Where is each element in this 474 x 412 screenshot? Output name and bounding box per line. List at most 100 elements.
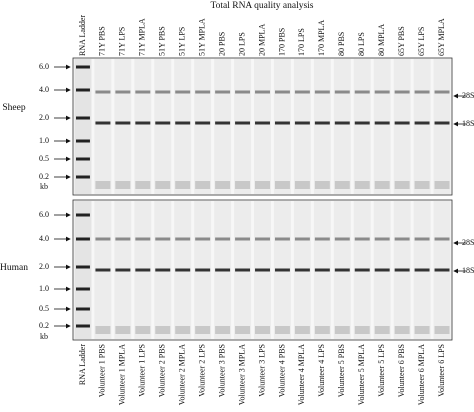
lane	[313, 59, 331, 194]
lane-label: Volunteer 5 PBS	[337, 344, 346, 397]
lane-label: Volunteer 4 LPS	[317, 344, 326, 397]
low-mw-smear	[175, 181, 191, 189]
low-mw-smear	[414, 181, 430, 189]
low-mw-smear	[235, 326, 251, 334]
ladder-size-label: 1.0	[39, 284, 49, 293]
lane	[254, 59, 271, 194]
rrna-marker-label: 28S	[462, 238, 474, 247]
lane	[74, 201, 92, 339]
lane-label: 80 MPLA	[377, 24, 386, 56]
ladder-size-label: 0.5	[39, 304, 49, 313]
rrna-28s-band	[314, 90, 330, 94]
lane-label: 20 LPS	[237, 32, 246, 56]
lane-label: 51Y PBS	[158, 26, 167, 56]
lane	[154, 59, 172, 194]
ladder-band	[76, 139, 90, 143]
lane-label: Volunteer 1 MPLA	[118, 344, 127, 405]
lane-label: 51Y LPS	[178, 27, 187, 56]
rrna-18s-band	[215, 121, 231, 125]
lane-label: RNA Ladder	[78, 344, 87, 385]
low-mw-smear	[195, 181, 211, 189]
ladder-size-label: 2.0	[39, 113, 49, 122]
rrna-28s-band	[434, 237, 450, 241]
ladder-size-label: 0.2	[39, 321, 49, 330]
rrna-18s-band	[274, 268, 290, 272]
lane	[333, 59, 351, 194]
rrna-28s-band	[414, 237, 430, 241]
low-mw-smear	[255, 181, 270, 189]
rrna-18s-band	[434, 268, 450, 272]
rrna-28s-band	[334, 90, 350, 94]
ladder-size-label: 6.0	[39, 210, 49, 219]
lane-label: 71Y PBS	[98, 26, 107, 56]
lane	[393, 59, 411, 194]
lane-label: Volunteer 1 LPS	[138, 344, 147, 397]
rrna-18s-band	[155, 121, 171, 125]
lane-label: Volunteer 2 PBS	[158, 344, 167, 397]
rrna-28s-band	[95, 237, 111, 241]
lane-label: 51Y MPLA	[197, 18, 206, 56]
low-mw-smear	[155, 326, 171, 334]
rrna-28s-band	[414, 90, 430, 94]
rrna-18s-band	[274, 121, 290, 125]
lane-label: Volunteer 3 MPLA	[237, 344, 246, 405]
low-mw-smear	[215, 326, 231, 334]
rrna-28s-band	[354, 90, 370, 94]
low-mw-smear	[215, 181, 231, 189]
ladder-size-label: 6.0	[39, 62, 49, 71]
rrna-18s-band	[374, 268, 390, 272]
rrna-28s-band	[394, 90, 410, 94]
ladder-band	[76, 116, 90, 120]
rrna-28s-band	[155, 237, 171, 241]
low-mw-smear	[155, 181, 171, 189]
lane	[413, 59, 431, 194]
species-label: Sheep	[2, 103, 25, 113]
low-mw-smear	[175, 326, 191, 334]
ladder-size-label: 0.5	[39, 154, 49, 163]
low-mw-smear	[235, 181, 251, 189]
rrna-18s-band	[115, 268, 131, 272]
rrna-18s-band	[95, 268, 111, 272]
rrna-18s-band	[354, 121, 370, 125]
lane-label: 65Y MPLA	[437, 18, 446, 56]
rrna-28s-band	[434, 90, 450, 94]
rrna-18s-band	[255, 268, 270, 272]
ladder-size-label: 4.0	[39, 234, 49, 243]
rrna-marker-label: 18S	[462, 266, 474, 275]
ladder-size-label: 0.2	[39, 172, 49, 181]
rrna-18s-band	[215, 268, 231, 272]
rrna-28s-band	[274, 237, 290, 241]
lane-label: Volunteer 2 LPS	[197, 344, 206, 397]
rrna-28s-band	[195, 237, 211, 241]
lane	[194, 59, 212, 194]
ladder-size-label: kb	[40, 332, 48, 341]
ladder-band	[76, 213, 90, 217]
low-mw-smear	[274, 326, 290, 334]
lane-label: Volunteer 1 PBS	[98, 344, 107, 397]
rrna-marker-label: 28S	[462, 91, 474, 100]
rrna-28s-band	[115, 237, 131, 241]
rrna-18s-band	[294, 121, 310, 125]
lane	[273, 59, 291, 194]
rrna-28s-band	[95, 90, 111, 94]
low-mw-smear	[294, 326, 310, 334]
low-mw-smear	[314, 181, 330, 189]
low-mw-smear	[195, 326, 211, 334]
low-mw-smear	[334, 326, 350, 334]
rrna-28s-band	[294, 237, 310, 241]
rrna-28s-band	[175, 90, 191, 94]
rrna-28s-band	[115, 90, 131, 94]
rrna-28s-band	[215, 90, 231, 94]
lane-label: Volunteer 6 MPLA	[417, 344, 426, 405]
lane-label: 65Y PBS	[397, 26, 406, 56]
ladder-band	[76, 287, 90, 291]
lane-label: Volunteer 6 PBS	[397, 344, 406, 397]
lane	[114, 59, 132, 194]
low-mw-smear	[314, 326, 330, 334]
low-mw-smear	[135, 181, 151, 189]
low-mw-smear	[95, 326, 111, 334]
rrna-18s-band	[255, 121, 270, 125]
low-mw-smear	[374, 326, 390, 334]
low-mw-smear	[115, 181, 131, 189]
lane	[234, 59, 252, 194]
